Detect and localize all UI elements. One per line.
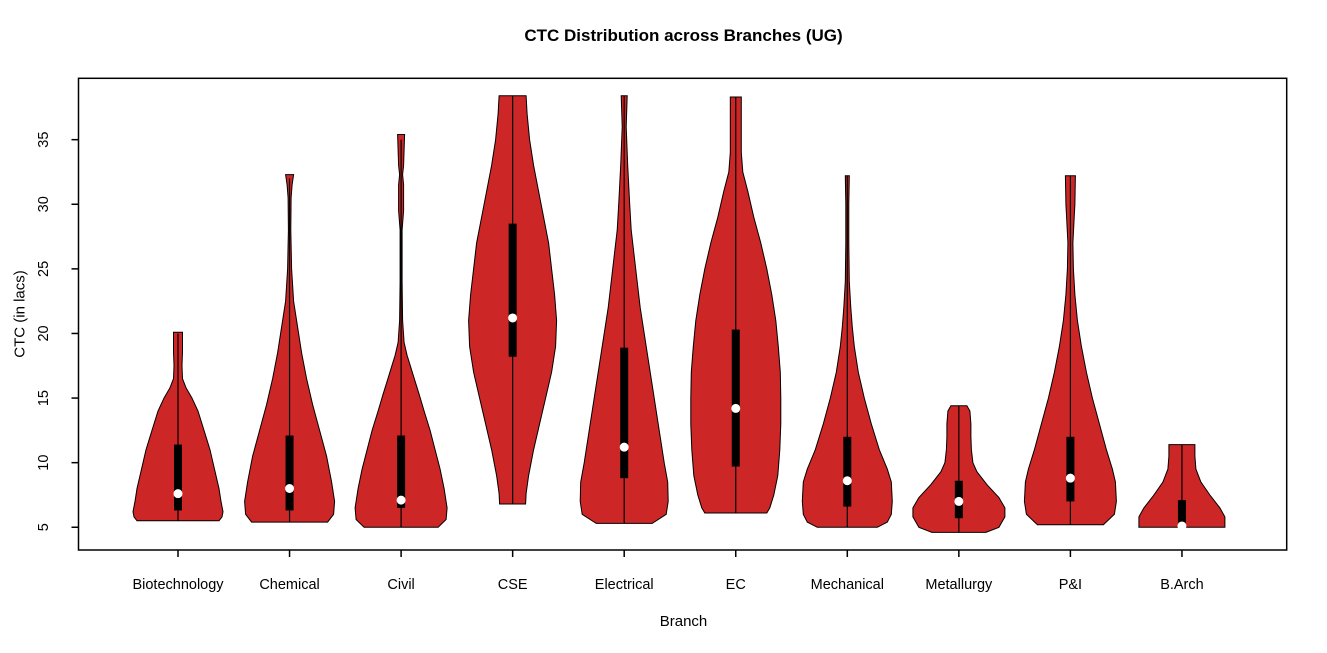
median-dot-mechanical bbox=[842, 476, 852, 486]
x-tick-label-p-i: P&I bbox=[1059, 577, 1082, 593]
x-tick-label-mechanical: Mechanical bbox=[811, 577, 884, 593]
median-dot-cse bbox=[508, 313, 518, 323]
iqr-box-ec bbox=[731, 329, 740, 467]
x-tick-label-chemical: Chemical bbox=[259, 577, 319, 593]
median-dot-chemical bbox=[285, 484, 295, 494]
chart-title: CTC Distribution across Branches (UG) bbox=[524, 26, 843, 45]
x-tick-label-metallurgy: Metallurgy bbox=[925, 577, 993, 593]
median-dot-biotechnology bbox=[173, 489, 183, 499]
median-dot-p-i bbox=[1065, 473, 1075, 483]
y-tick-label: 10 bbox=[36, 455, 52, 471]
x-tick-label-cse: CSE bbox=[498, 577, 528, 593]
median-dot-metallurgy bbox=[954, 496, 964, 506]
iqr-box-electrical bbox=[620, 347, 629, 479]
y-tick-label: 20 bbox=[36, 325, 52, 341]
x-tick-label-civil: Civil bbox=[387, 577, 414, 593]
iqr-box-p-i bbox=[1066, 436, 1075, 502]
y-tick-label: 15 bbox=[36, 390, 52, 406]
median-dot-b-arch bbox=[1177, 521, 1187, 531]
iqr-box-civil bbox=[397, 435, 406, 508]
x-tick-label-electrical: Electrical bbox=[595, 577, 654, 593]
x-tick-label-biotechnology: Biotechnology bbox=[132, 577, 224, 593]
y-tick-label: 5 bbox=[36, 523, 52, 531]
x-axis-title: Branch bbox=[659, 613, 708, 630]
y-tick-label: 35 bbox=[36, 132, 52, 148]
median-dot-electrical bbox=[619, 442, 629, 452]
iqr-box-mechanical bbox=[843, 436, 852, 507]
median-dot-ec bbox=[731, 403, 741, 413]
iqr-box-cse bbox=[508, 223, 517, 357]
iqr-box-chemical bbox=[285, 435, 294, 511]
median-dot-civil bbox=[396, 495, 406, 505]
y-tick-label: 30 bbox=[36, 196, 52, 212]
x-tick-label-ec: EC bbox=[726, 577, 746, 593]
iqr-box-biotechnology bbox=[174, 444, 182, 511]
y-tick-label: 25 bbox=[36, 261, 52, 277]
iqr-box-b-arch bbox=[1177, 500, 1186, 525]
x-tick-label-b-arch: B.Arch bbox=[1160, 577, 1204, 593]
plot-border bbox=[77, 77, 1288, 551]
